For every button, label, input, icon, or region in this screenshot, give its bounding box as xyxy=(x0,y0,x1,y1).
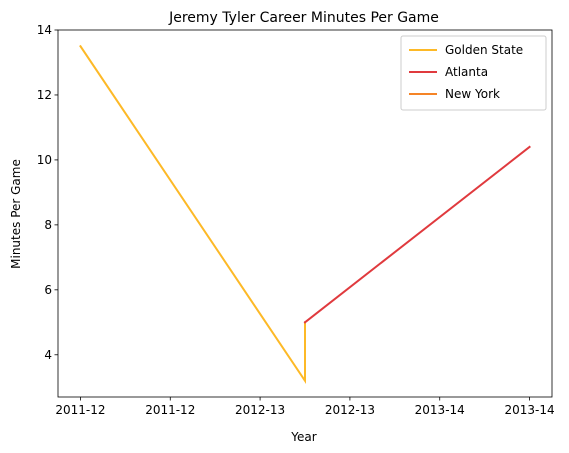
y-tick-label-4: 12 xyxy=(37,88,52,102)
y-tick-label-5: 14 xyxy=(37,23,52,37)
y-tick-label-3: 10 xyxy=(37,153,52,167)
y-tick-label-1: 6 xyxy=(44,283,52,297)
x-tick-label-1: 2011-12 xyxy=(145,403,195,417)
x-tick-label-3: 2012-13 xyxy=(325,403,375,417)
y-axis-label: Minutes Per Game xyxy=(9,159,23,269)
x-axis: 2011-12 2011-12 2012-13 2012-13 2013-14 2013-… xyxy=(55,397,555,417)
legend: Golden State Atlanta New York xyxy=(400,35,547,111)
legend-box xyxy=(400,35,547,111)
x-tick-label-2: 2012-13 xyxy=(235,403,285,417)
y-tick-label-2: 8 xyxy=(44,218,52,232)
plot-frame xyxy=(57,29,553,398)
y-axis: 4 6 8 10 12 14 xyxy=(37,23,58,362)
series-line-0 xyxy=(79,44,306,385)
x-axis-label: Year xyxy=(290,430,316,444)
legend-label-2: New York xyxy=(445,87,500,101)
chart-title: Jeremy Tyler Career Minutes Per Game xyxy=(168,10,439,26)
legend-label-0: Golden State xyxy=(445,43,523,57)
x-tick-label-5: 2013-14 xyxy=(504,403,554,417)
x-tick-label-4: 2013-14 xyxy=(415,403,465,417)
series-layer xyxy=(79,44,531,385)
y-tick-label-0: 4 xyxy=(44,348,52,362)
series-line-1 xyxy=(303,145,531,324)
legend-label-1: Atlanta xyxy=(445,65,488,79)
x-tick-label-0: 2011-12 xyxy=(55,403,105,417)
